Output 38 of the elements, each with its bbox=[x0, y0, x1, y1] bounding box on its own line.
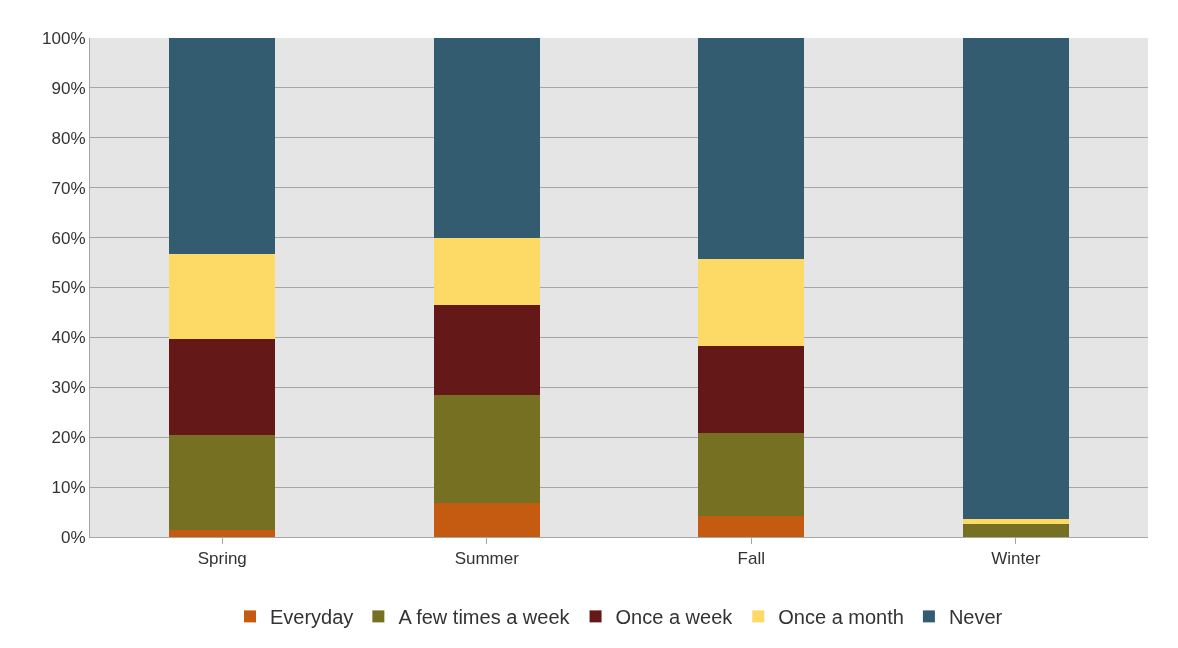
y-tick-label: 30% bbox=[51, 378, 86, 398]
bar bbox=[698, 516, 805, 537]
y-tick-label: 0% bbox=[61, 527, 86, 547]
bar bbox=[169, 253, 276, 340]
x-tick-label: Summer bbox=[454, 549, 520, 569]
bar bbox=[698, 38, 805, 259]
legend-label: Never bbox=[948, 606, 1003, 629]
bar bbox=[433, 395, 540, 504]
y-tick-label: 100% bbox=[42, 28, 86, 48]
y-tick-label: 90% bbox=[51, 78, 86, 98]
bar bbox=[433, 237, 540, 305]
bar bbox=[433, 38, 540, 238]
bar bbox=[962, 38, 1069, 519]
y-tick-label: 10% bbox=[51, 478, 86, 498]
bar bbox=[169, 339, 276, 435]
bar bbox=[698, 433, 805, 517]
y-tick-label: 40% bbox=[51, 328, 86, 348]
bar bbox=[169, 529, 276, 537]
x-tick-label: Spring bbox=[197, 549, 247, 569]
bar bbox=[433, 503, 540, 537]
y-tick-label: 80% bbox=[51, 128, 86, 148]
bar bbox=[433, 304, 540, 396]
legend-label: Everyday bbox=[270, 606, 354, 629]
y-tick-label: 60% bbox=[51, 228, 86, 248]
bar bbox=[962, 523, 1069, 537]
legend-label: Once a week bbox=[615, 606, 734, 629]
bar bbox=[962, 518, 1069, 524]
legend-label: Once a month bbox=[778, 606, 904, 629]
legend-label: A few times a week bbox=[398, 606, 571, 629]
y-tick-label: 50% bbox=[51, 278, 86, 298]
x-tick-label: Fall bbox=[737, 549, 765, 569]
x-tick-label: Winter bbox=[991, 549, 1041, 569]
bar bbox=[698, 258, 805, 347]
bar bbox=[169, 38, 276, 254]
y-tick-label: 20% bbox=[51, 428, 86, 448]
bar bbox=[169, 434, 276, 530]
y-tick-label: 70% bbox=[51, 178, 86, 198]
bar bbox=[698, 346, 805, 434]
